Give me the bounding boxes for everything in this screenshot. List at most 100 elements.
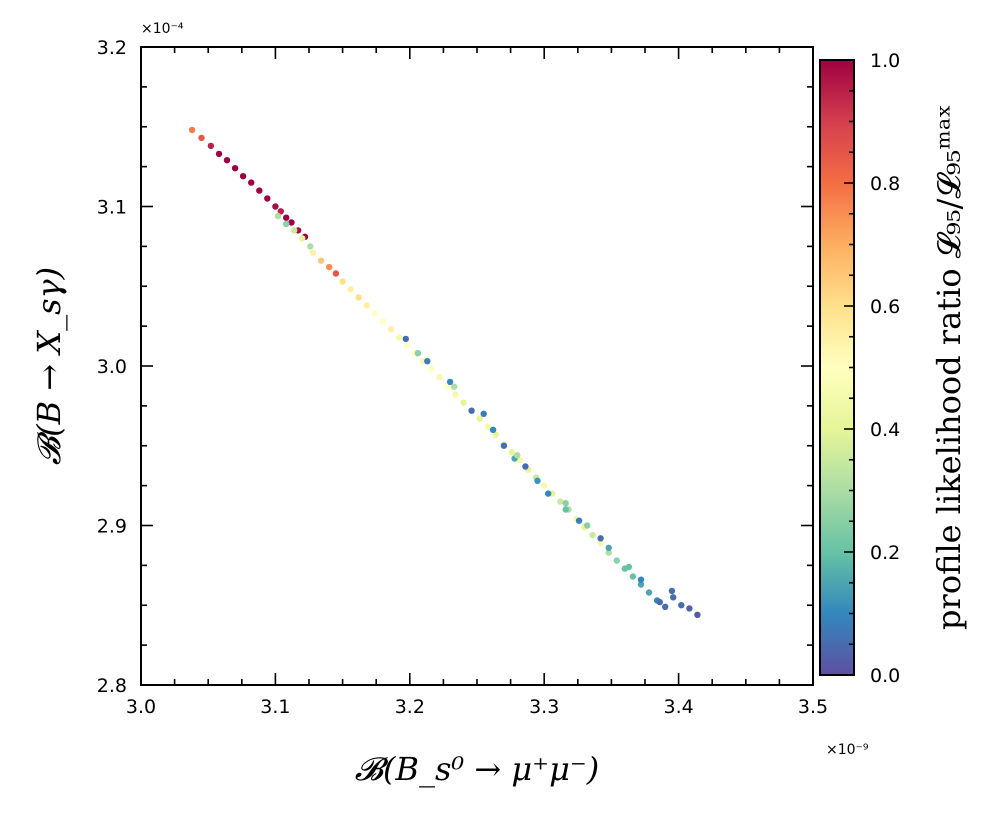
y-multiplier: ×10⁻⁴ (141, 21, 184, 37)
data-point (516, 456, 524, 464)
data-point (678, 602, 685, 609)
data-point (446, 378, 454, 386)
data-point (395, 334, 403, 341)
data-point (277, 208, 284, 215)
colorbar-ticks: 0.0 0.2 0.4 0.6 0.8 1.0 (844, 50, 900, 687)
x-tick-label: 3.1 (260, 696, 290, 718)
x-multiplier: ×10⁻⁹ (826, 742, 869, 758)
data-point (597, 539, 604, 547)
data-point (188, 126, 196, 134)
data-point (371, 310, 379, 317)
data-point (272, 203, 279, 210)
data-point (562, 500, 569, 507)
colorbar-tick-label: 0.4 (870, 419, 900, 441)
data-point (309, 249, 317, 256)
data-point (562, 506, 569, 513)
data-point (575, 517, 583, 524)
data-points (188, 126, 701, 618)
data-point (637, 576, 645, 583)
data-point (332, 270, 340, 277)
x-axis-title: 𝓑(B_s⁰ → μ⁺μ⁻) (355, 750, 600, 788)
data-point (436, 374, 443, 381)
data-point (283, 214, 290, 221)
data-point (339, 278, 346, 285)
data-point (444, 383, 451, 390)
data-point (694, 611, 701, 618)
y-tick-label: 3.0 (97, 356, 127, 378)
plot-frame (140, 46, 814, 686)
data-point (656, 598, 663, 606)
data-point (484, 423, 491, 430)
data-point (662, 603, 669, 610)
data-point (534, 477, 541, 484)
x-tick-label: 3.5 (798, 696, 828, 718)
data-point (468, 407, 475, 414)
data-point (645, 589, 653, 596)
x-tick-label: 3.2 (395, 696, 425, 718)
data-point (223, 157, 231, 164)
data-point (414, 350, 422, 357)
data-point (508, 448, 516, 456)
data-point (637, 581, 645, 588)
data-point (476, 415, 483, 422)
data-point (545, 490, 552, 497)
colorbar-tick-label: 0.2 (870, 542, 900, 564)
data-point (670, 594, 677, 601)
data-point (668, 587, 676, 595)
data-point (198, 134, 205, 142)
data-point (480, 410, 487, 417)
data-point (500, 442, 508, 449)
y-axis-title: 𝓑(B → X_sγ) (30, 267, 68, 465)
data-point (489, 426, 497, 433)
data-point (264, 195, 271, 202)
data-point (355, 294, 362, 301)
data-point (452, 391, 459, 398)
colorbar-tick-label: 0.0 (870, 665, 900, 687)
data-point (403, 342, 411, 349)
data-point (288, 219, 295, 226)
y-tick-label: 2.8 (97, 675, 127, 697)
data-point (231, 165, 239, 172)
colorbar-title: profile likelihood ratio 𝓛₉₅/𝓛₉₅ᵐᵃˣ (930, 104, 968, 630)
data-point (613, 557, 620, 564)
colorbar-tick-label: 0.8 (870, 173, 900, 195)
data-point (492, 431, 499, 438)
data-point (256, 187, 263, 194)
x-tick-label: 3.0 (126, 696, 156, 718)
data-point (326, 263, 333, 271)
data-point (215, 150, 223, 158)
data-point (207, 142, 215, 150)
data-point (686, 605, 693, 612)
colorbar (819, 59, 855, 676)
data-point (557, 498, 564, 505)
y-tick-label: 3.1 (97, 197, 127, 219)
data-point (605, 544, 612, 551)
y-tick-label: 2.9 (97, 516, 127, 538)
x-tick-label: 3.3 (529, 696, 559, 718)
data-point (522, 463, 529, 470)
x-tick-label: 3.4 (663, 696, 693, 718)
data-point (589, 531, 596, 539)
axis-ticks: 3.0 3.1 3.2 3.3 3.4 3.5 2.8 2.9 3.0 3.1 3.2 (97, 37, 828, 718)
data-point (387, 326, 395, 333)
data-point (248, 179, 255, 186)
data-point (363, 302, 370, 309)
data-point (291, 227, 298, 234)
data-point (283, 220, 290, 228)
data-point (274, 212, 282, 220)
data-point (451, 383, 458, 390)
data-point (317, 257, 325, 264)
data-point (460, 399, 467, 406)
data-point (347, 286, 354, 293)
data-point (402, 335, 409, 343)
data-point (605, 549, 612, 556)
data-point (428, 366, 435, 373)
data-point (424, 358, 431, 365)
data-point (597, 535, 604, 542)
data-point (379, 318, 387, 325)
data-point (299, 235, 306, 242)
colorbar-tick-label: 1.0 (870, 50, 900, 72)
colorbar-tick-label: 0.6 (870, 296, 900, 318)
data-point (541, 482, 548, 489)
